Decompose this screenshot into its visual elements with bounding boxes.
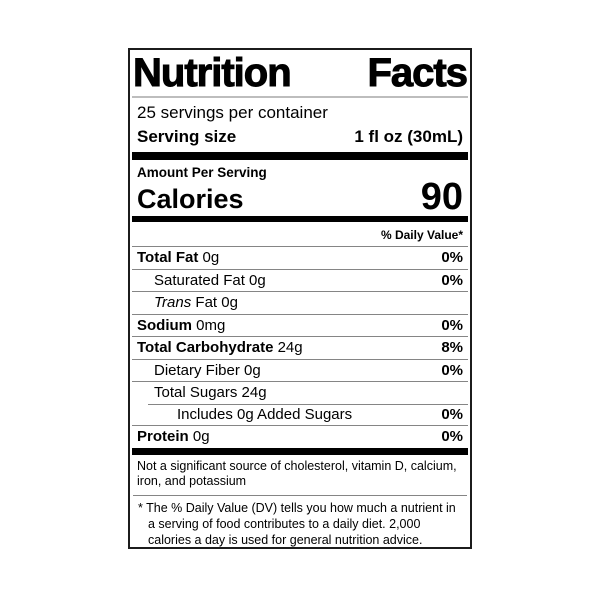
serving-size-label: Serving size: [137, 127, 237, 146]
nutrient-row: Dietary Fiber 0g 0%: [132, 358, 468, 382]
servings-per-container: 25 servings per container: [137, 103, 328, 122]
nutrient-name: Dietary Fiber 0g: [154, 361, 261, 379]
title-divider: [132, 96, 468, 98]
footnote-divider: [133, 494, 467, 496]
nutrient-row: Total Carbohydrate 24g 8%: [132, 336, 468, 359]
thick-bar-top: [132, 152, 468, 160]
calories-row: Calories 90: [132, 176, 468, 218]
amount-per-serving-label: Amount Per Serving: [137, 165, 267, 180]
nutrient-daily-value: 0%: [441, 428, 463, 445]
nutrient-row: Total Fat 0g 0%: [132, 247, 468, 269]
nutrient-name: Protein 0g: [137, 428, 210, 445]
nutrient-row: Includes 0g Added Sugars 0%: [132, 403, 468, 426]
nutrient-name: Includes 0g Added Sugars: [177, 405, 353, 423]
thick-bar-bottom: [132, 447, 468, 455]
nutrient-daily-value: 0%: [441, 361, 463, 379]
nutrient-daily-value: 0%: [441, 316, 463, 334]
nutrient-name: Trans Fat 0g: [154, 294, 238, 311]
nutrient-daily-value: 0%: [441, 271, 463, 289]
nutrient-name: Sodium 0mg: [137, 316, 226, 334]
nutrition-facts-label: Nutrition Facts 25 servings per containe…: [128, 48, 472, 549]
footnote-marker: *: [138, 500, 143, 515]
nutrient-row: Trans Fat 0g: [132, 291, 468, 314]
nutrient-row: Protein 0g 0%: [132, 425, 468, 448]
mid-bar: [132, 216, 468, 222]
nutrient-name: Saturated Fat 0g: [154, 271, 266, 289]
daily-value-header: % Daily Value*: [132, 222, 468, 247]
serving-size-row: Serving size 1 fl oz (30mL): [132, 124, 468, 152]
nutrient-name: Total Sugars 24g: [154, 384, 267, 401]
label-title: Nutrition Facts: [133, 51, 469, 95]
nutrient-daily-value: 0%: [441, 405, 463, 423]
footnote-text: The % Daily Value (DV) tells you how muc…: [146, 500, 456, 547]
nutrient-name: Total Carbohydrate 24g: [137, 339, 303, 356]
nutrient-row: Sodium 0mg 0%: [132, 313, 468, 337]
daily-value-footnote: * The % Daily Value (DV) tells you how m…: [132, 496, 468, 548]
calories-value: 90: [420, 176, 463, 218]
nutrient-row: Total Sugars 24g: [132, 381, 468, 404]
nutrient-daily-value: 0%: [441, 249, 463, 266]
nutrient-row: Saturated Fat 0g 0%: [132, 268, 468, 292]
nutrient-name: Total Fat 0g: [137, 249, 220, 266]
not-significant-note: Not a significant source of cholesterol,…: [137, 458, 457, 489]
calories-label: Calories: [137, 184, 244, 214]
nutrient-daily-value: 8%: [441, 339, 463, 356]
nutrient-table: Total Fat 0g 0% Saturated Fat 0g 0% Tran…: [132, 247, 468, 448]
serving-size-value: 1 fl oz (30mL): [354, 127, 463, 146]
